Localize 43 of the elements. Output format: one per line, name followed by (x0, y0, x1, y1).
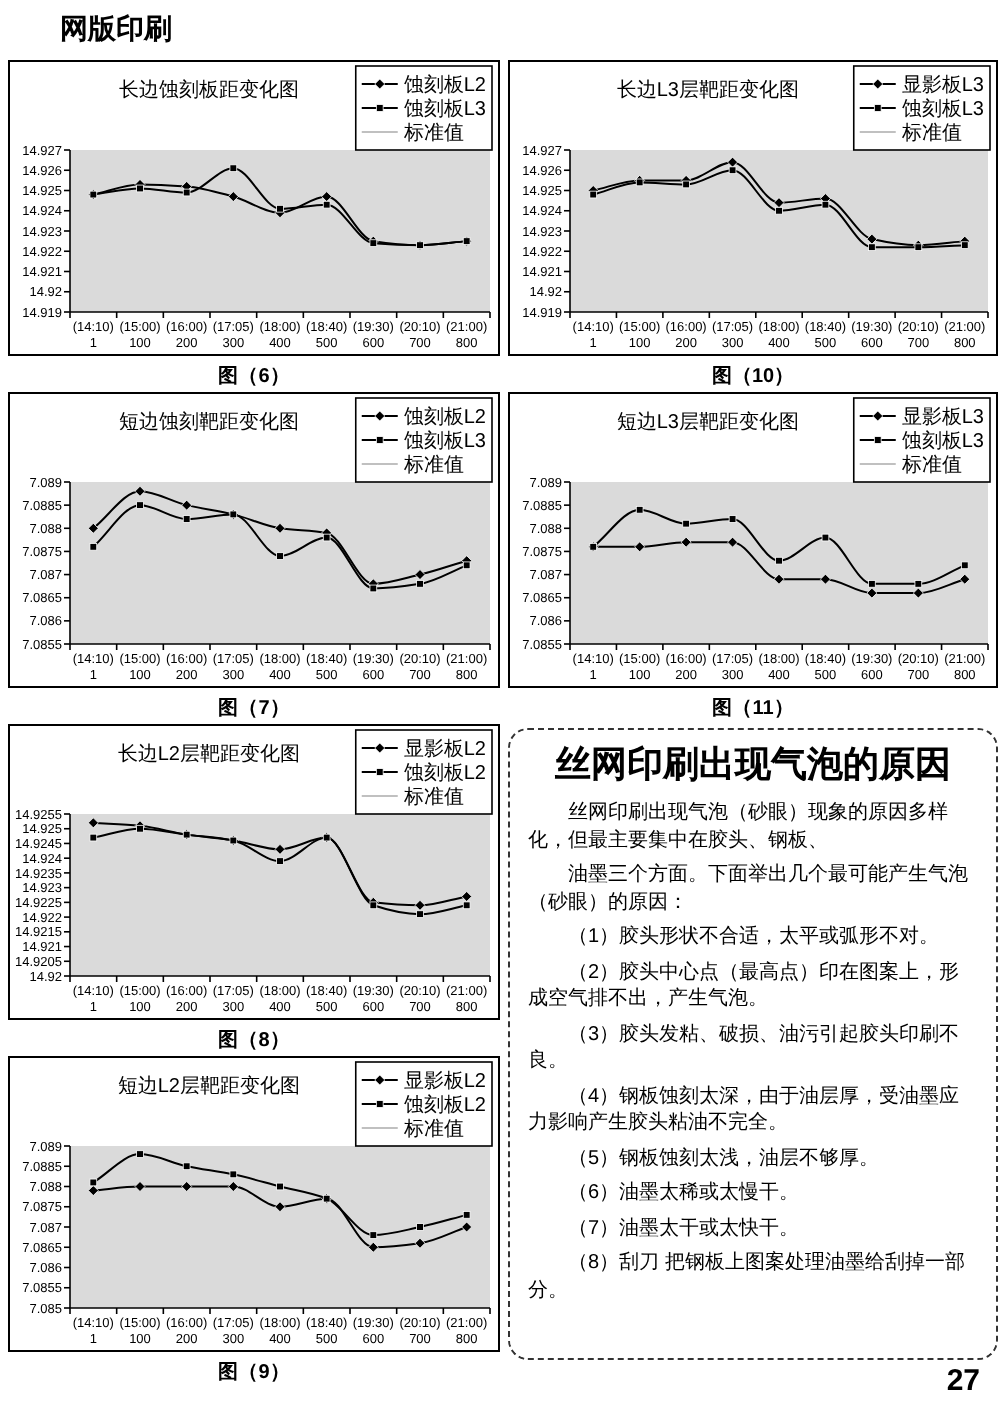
legend-label: 蚀刻板L3 (901, 429, 985, 454)
legend-label: 标准值 (401, 1117, 464, 1142)
legend-label: 蚀刻板L3 (901, 97, 985, 122)
text: （1）胶头形状不合适，太平或弧形不对。 (566, 924, 942, 951)
text: 丝网印刷出现气泡的原因 (553, 742, 953, 786)
chart-title: 长边L2层靶距变化图 (117, 742, 300, 766)
text: （5）钢板蚀刻太浅，油层不够厚。 (566, 1145, 882, 1172)
legend-label: 标准值 (899, 453, 962, 478)
legend-label: 标准值 (401, 453, 464, 478)
chart-title: 短边蚀刻靶距变化图 (118, 410, 299, 434)
legend-label: 蚀刻板L3 (403, 97, 487, 122)
text: 图（11） (712, 698, 794, 720)
legend-label: 显影板L2 (403, 737, 487, 762)
legend-label: 蚀刻板L2 (403, 761, 487, 786)
text: 27 (946, 1364, 980, 1400)
text: （8）刮刀 把钢板上图案处理油墨给刮掉一部分。 (528, 1250, 967, 1304)
legend-label: 蚀刻板L3 (403, 429, 487, 454)
text: （7）油墨太干或太快干。 (566, 1215, 802, 1242)
text: 图（10） (711, 366, 795, 388)
legend-label: 显影板L3 (901, 73, 985, 98)
legend-label: 显影板L3 (901, 405, 985, 430)
text: 图（7） (218, 698, 290, 720)
legend-label: 显影板L2 (403, 1069, 487, 1094)
text: 图（8） (218, 1030, 290, 1052)
legend-label: 标准值 (401, 785, 464, 810)
legend-label: 蚀刻板L2 (403, 73, 487, 98)
text: 丝网印刷出现气泡（砂眼）现象的原因多样化，但最主要集中在胶头、钢板、 (528, 800, 950, 854)
text: （3）胶头发粘、破损、油污引起胶头印刷不良。 (528, 1021, 962, 1075)
text: （4）钢板蚀刻太深，由于油层厚，受油墨应力影响产生胶头粘油不完全。 (528, 1083, 962, 1137)
text: （6）油墨太稀或太慢干。 (566, 1180, 802, 1207)
chart-title: 长边蚀刻板距变化图 (118, 78, 299, 102)
legend-label: 标准值 (899, 121, 962, 146)
chart-title: 长边L3层靶距变化图 (616, 78, 799, 102)
text: 图（6） (218, 366, 290, 388)
legend-label: 标准值 (401, 121, 464, 146)
legend-label: 蚀刻板L2 (403, 1093, 487, 1118)
text: 网版印刷 (60, 12, 172, 46)
text: 图（9） (218, 1362, 290, 1384)
legend-label: 蚀刻板L2 (403, 405, 487, 430)
text: 油墨三个方面。下面举出几个最可能产生气泡（砂眼）的原因： (528, 862, 970, 916)
chart-title: 短边L2层靶距变化图 (117, 1074, 300, 1098)
text: （2）胶头中心点（最高点）印在图案上，形成空气排不出，产生气泡。 (528, 959, 962, 1013)
chart-title: 短边L3层靶距变化图 (616, 410, 799, 434)
